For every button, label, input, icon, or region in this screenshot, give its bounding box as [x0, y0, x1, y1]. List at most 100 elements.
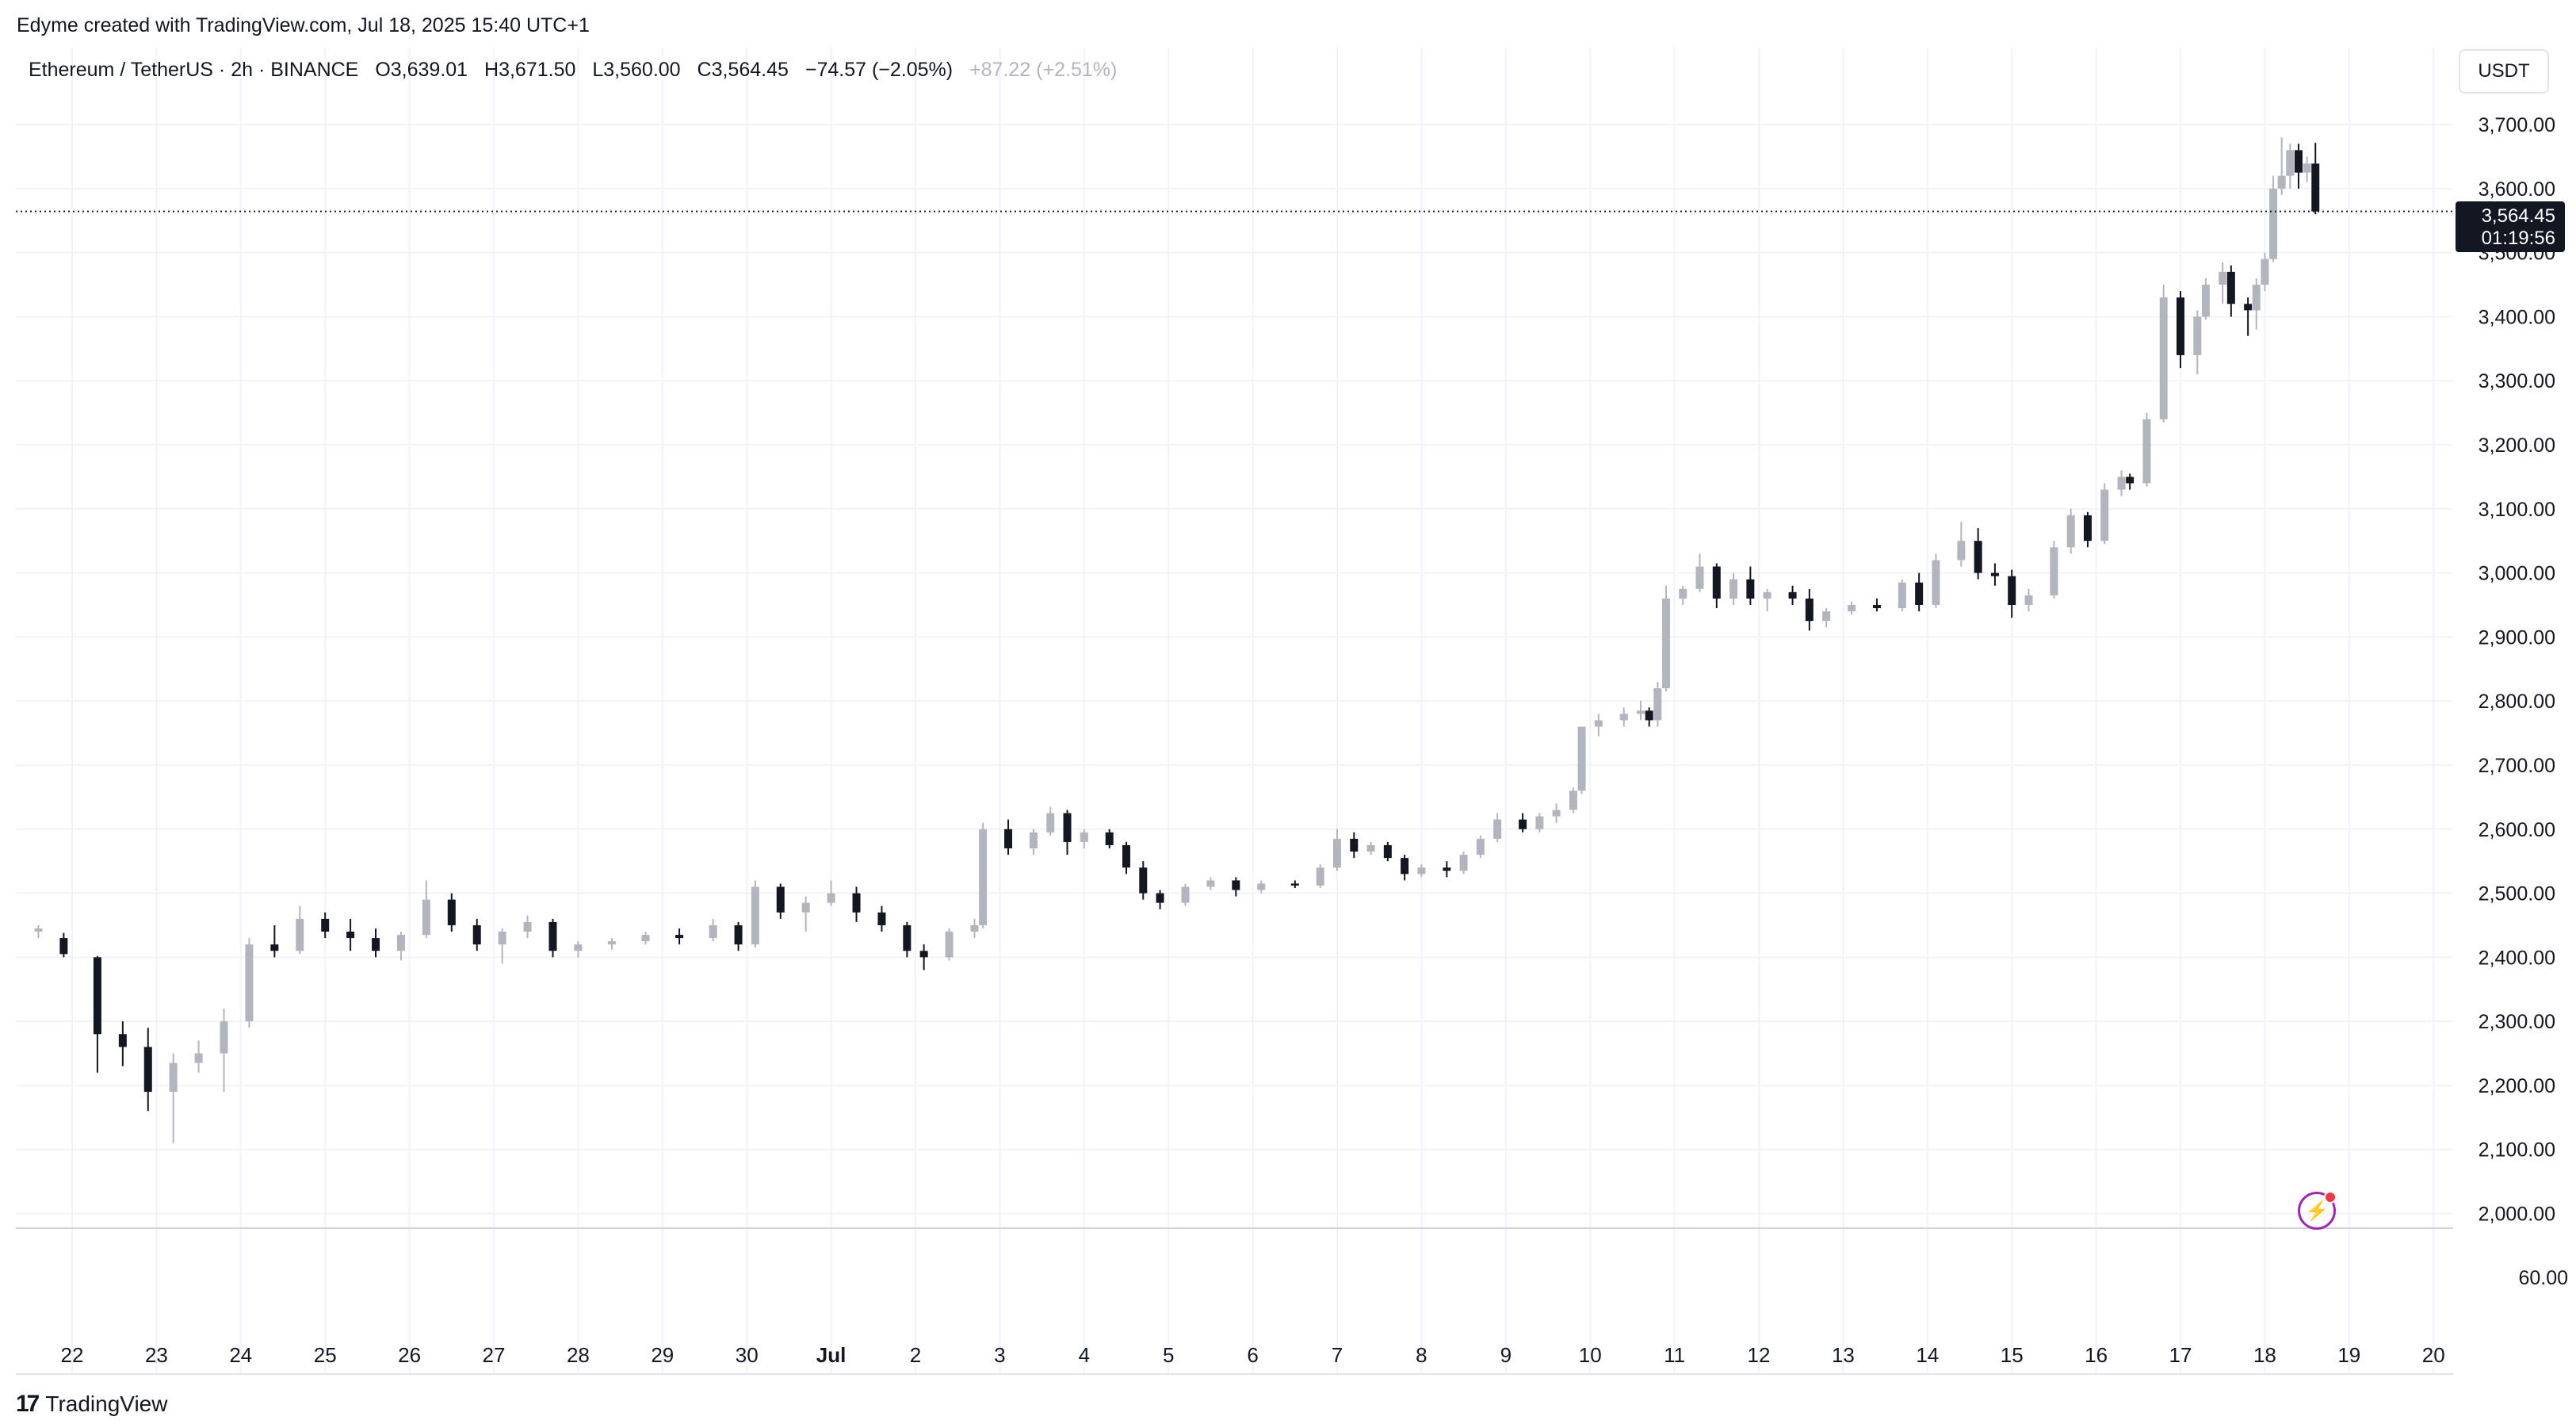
price-tick-label: 2,800.00 [2479, 691, 2555, 713]
candle-body [1645, 710, 1653, 721]
candle-body [1552, 810, 1561, 817]
time-tick-label: 10 [1579, 1343, 1602, 1367]
candle-body [2311, 163, 2320, 212]
candle [1822, 608, 1831, 628]
alert-bolt-icon[interactable]: ⚡ [2298, 1191, 2337, 1230]
candle [1990, 563, 1999, 586]
candle [1105, 829, 1114, 848]
candle-body [1519, 819, 1527, 829]
candle [1350, 832, 1359, 859]
candle [321, 912, 330, 939]
candle-body [1139, 867, 1148, 894]
candle-body [2177, 297, 2184, 355]
candle-body [1181, 886, 1190, 903]
candle [1046, 806, 1055, 836]
candle [2050, 541, 2058, 599]
time-tick-label: 28 [567, 1343, 590, 1367]
candle [1763, 588, 1771, 612]
price-tick-label: 2,400.00 [2479, 947, 2555, 969]
candle [1577, 726, 1586, 794]
candle-body [919, 951, 928, 958]
time-tick-label: 5 [1163, 1343, 1174, 1367]
time-tick-label: 14 [1916, 1343, 1939, 1367]
candle [2286, 144, 2295, 189]
time-tick-label: 30 [736, 1343, 759, 1367]
time-tick-label: 17 [2169, 1343, 2192, 1367]
time-tick-label: 2 [910, 1343, 921, 1367]
price-tick-label: 3,300.00 [2479, 370, 2555, 392]
candle [1122, 841, 1130, 875]
candle [2177, 291, 2184, 369]
symbol-title[interactable]: Ethereum / TetherUS · 2h · BINANCE [29, 59, 359, 81]
candle-body [2126, 477, 2135, 484]
candle-body [2286, 150, 2295, 176]
candle-body [2083, 515, 2092, 542]
time-tick-label: 29 [651, 1343, 674, 1367]
price-axis: 2,000.00 2,100.00 2,200.00 2,300.00 2,400.00… [2479, 114, 2555, 1225]
candle-body [852, 893, 861, 913]
tradingview-icon: 17 [16, 1391, 40, 1417]
candle [2193, 310, 2202, 375]
bar-countdown-label: 01:19:56 [2482, 228, 2555, 249]
candle [1333, 829, 1341, 871]
candle [422, 880, 430, 939]
candle-body [143, 1047, 152, 1092]
candle [245, 938, 254, 1028]
candle [801, 896, 810, 932]
candle [2244, 297, 2253, 336]
candle [2117, 470, 2126, 496]
candle-body [1990, 572, 1999, 576]
candle [1569, 787, 1577, 813]
candle [1401, 855, 1409, 881]
candle-body [877, 912, 886, 925]
candle [59, 932, 68, 958]
currency-unit-button[interactable]: USDT [2459, 49, 2549, 94]
time-tick-label: 4 [1079, 1343, 1090, 1367]
candle [641, 932, 650, 945]
candle [2142, 412, 2151, 487]
candle [1257, 880, 1266, 894]
candle-body [396, 935, 405, 951]
candle-body [93, 957, 101, 1035]
tradingview-logo[interactable]: 17 TradingView [16, 1391, 167, 1418]
candle [1898, 579, 1906, 612]
candle [143, 1028, 152, 1112]
candle [1519, 813, 1527, 833]
candle [498, 928, 506, 964]
candle-body [2159, 297, 2168, 419]
candle [1637, 701, 1645, 721]
candle [1443, 861, 1451, 878]
volume-axis-label: 60.00 [2518, 1267, 2568, 1289]
candle [903, 921, 912, 958]
candle [2311, 143, 2320, 215]
candle-body [607, 941, 616, 945]
candle-body [548, 921, 557, 951]
candle [1004, 819, 1013, 856]
current-price-badge: 3,564.45 01:19:56 [2456, 201, 2565, 252]
candle-body [2294, 150, 2303, 173]
candle [1619, 707, 1628, 727]
candle [1156, 890, 1164, 909]
candle-body [2066, 515, 2075, 548]
candle-body [1476, 838, 1485, 856]
time-tick-label: 16 [2085, 1343, 2108, 1367]
time-tick-label: 3 [994, 1343, 1005, 1367]
candle-body [523, 921, 532, 932]
candle [2261, 252, 2269, 292]
candle-body [321, 918, 330, 932]
candle [194, 1040, 203, 1073]
candle-body [1417, 867, 1426, 875]
candle [2126, 473, 2135, 490]
price-tick-label: 3,100.00 [2479, 499, 2555, 521]
candle-body [1679, 588, 1687, 599]
candle [1181, 883, 1190, 906]
candle [919, 944, 928, 970]
candle-body [1637, 710, 1645, 714]
candle-body [2303, 163, 2311, 173]
price-tick-label: 2,700.00 [2479, 755, 2555, 777]
candle [2294, 144, 2303, 189]
candle-body [1974, 541, 1982, 573]
candle-body [2269, 188, 2278, 259]
candle [34, 924, 43, 939]
